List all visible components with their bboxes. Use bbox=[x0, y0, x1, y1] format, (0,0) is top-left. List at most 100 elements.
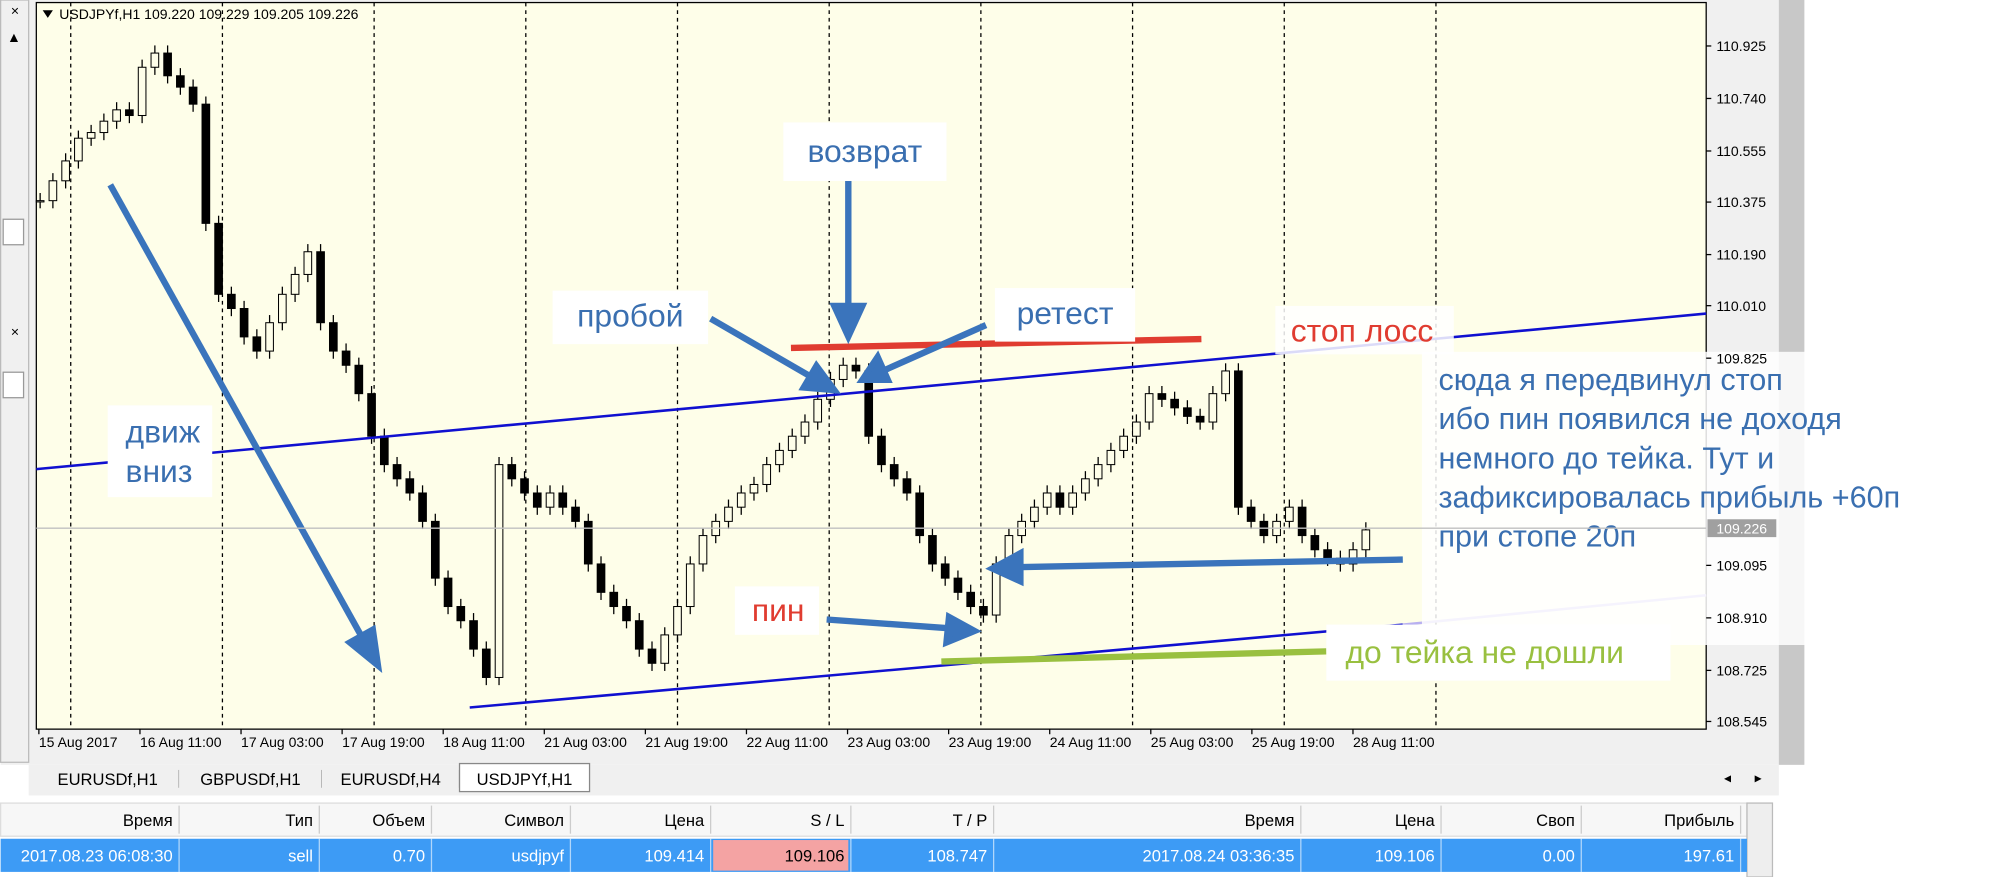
candle bbox=[915, 492, 925, 537]
price-label: 109.095 bbox=[1716, 557, 1767, 573]
candle bbox=[698, 535, 708, 565]
candle bbox=[800, 421, 810, 437]
candle bbox=[634, 620, 644, 650]
current-price-box bbox=[1707, 519, 1777, 538]
candle bbox=[507, 464, 517, 480]
cell: 0.00 bbox=[1543, 847, 1575, 866]
time-label: 25 Aug 19:00 bbox=[1252, 734, 1335, 750]
cell: 197.61 bbox=[1684, 847, 1735, 866]
candle bbox=[481, 648, 491, 678]
column-header[interactable]: Время bbox=[123, 811, 173, 830]
candle bbox=[558, 492, 568, 508]
take-line bbox=[941, 648, 1327, 665]
tab-label[interactable]: GBPUSDf,H1 bbox=[200, 770, 300, 789]
cell: 109.106 bbox=[1375, 847, 1435, 866]
candle bbox=[953, 577, 963, 593]
label-box bbox=[552, 290, 709, 345]
candle bbox=[609, 591, 619, 608]
note-line: ибо пин появился не доходя bbox=[1439, 402, 1842, 436]
column-header[interactable]: Цена bbox=[1395, 811, 1436, 830]
candle bbox=[1361, 529, 1371, 551]
candle bbox=[762, 464, 772, 485]
candle bbox=[775, 449, 784, 466]
candle bbox=[86, 132, 96, 139]
time-label: 23 Aug 19:00 bbox=[949, 734, 1032, 750]
cell: 109.106 bbox=[785, 847, 845, 866]
candle bbox=[647, 648, 657, 664]
column-header[interactable]: Тип bbox=[285, 811, 313, 830]
tab[interactable] bbox=[179, 766, 322, 795]
terminal-table: Время Тип Объем Символ Цена S / L T / P Время Це… bbox=[0, 802, 1774, 877]
candle bbox=[1246, 506, 1256, 522]
close-icon[interactable]: × bbox=[11, 2, 19, 18]
table-scrollbar[interactable] bbox=[1746, 802, 1774, 877]
column-header[interactable]: Время bbox=[1245, 811, 1295, 830]
scroll-thumb[interactable] bbox=[2, 218, 25, 246]
tab[interactable] bbox=[321, 766, 460, 795]
cell: 0.70 bbox=[393, 847, 425, 866]
note-line: немного до тейка. Тут и bbox=[1439, 441, 1775, 475]
close-icon[interactable]: × bbox=[11, 324, 19, 340]
candle bbox=[660, 634, 670, 664]
candle bbox=[902, 478, 912, 494]
time-label: 21 Aug 19:00 bbox=[645, 734, 728, 750]
candle bbox=[1030, 506, 1039, 522]
candle bbox=[520, 478, 529, 494]
cell: usdjpyf bbox=[512, 847, 565, 866]
candle bbox=[966, 591, 976, 608]
candle bbox=[1285, 506, 1294, 522]
time-label: 17 Aug 03:00 bbox=[241, 734, 324, 750]
annotation: ретест bbox=[1017, 295, 1114, 331]
candle bbox=[749, 483, 759, 494]
cell: 2017.08.24 03:36:35 bbox=[1142, 847, 1294, 866]
tab-label[interactable]: USDJPYf,H1 bbox=[477, 770, 573, 789]
candle bbox=[99, 120, 109, 134]
candle bbox=[1310, 535, 1320, 551]
column-header[interactable]: T / P bbox=[953, 811, 988, 830]
time-label: 24 Aug 11:00 bbox=[1050, 734, 1132, 750]
tab-label[interactable]: EURUSDf,H4 bbox=[341, 770, 441, 789]
tab-scroll-right[interactable]: ▸ bbox=[1755, 770, 1762, 786]
candle bbox=[405, 478, 415, 494]
time-label: 22 Aug 11:00 bbox=[746, 734, 828, 750]
price-label: 110.190 bbox=[1716, 247, 1766, 263]
candle bbox=[724, 506, 733, 522]
price-label: 110.375 bbox=[1716, 194, 1766, 210]
candle bbox=[328, 322, 338, 352]
candle bbox=[685, 563, 695, 608]
time-label: 17 Aug 19:00 bbox=[342, 734, 425, 750]
price-label: 109.825 bbox=[1716, 350, 1767, 366]
candle bbox=[1183, 407, 1192, 417]
column-header[interactable]: S / L bbox=[810, 811, 844, 830]
candle bbox=[443, 577, 453, 608]
scroll-up[interactable]: ▲ bbox=[7, 29, 21, 45]
candle bbox=[176, 75, 185, 88]
chart-header: USDJPYf,H1 109.220 109.229 109.205 109.2… bbox=[59, 6, 358, 22]
candle bbox=[341, 350, 351, 366]
scroll-thumb[interactable] bbox=[2, 371, 25, 399]
tab[interactable] bbox=[36, 766, 180, 795]
price-label: 110.010 bbox=[1716, 298, 1766, 314]
column-header[interactable]: Объем bbox=[372, 811, 425, 830]
tab[interactable] bbox=[458, 762, 591, 793]
candle bbox=[1221, 370, 1230, 395]
candle bbox=[1323, 549, 1332, 559]
candle bbox=[316, 251, 325, 324]
chart-menu-icon[interactable] bbox=[42, 10, 53, 18]
column-header[interactable]: Своп bbox=[1536, 811, 1575, 830]
table-row[interactable] bbox=[0, 838, 1747, 872]
label-box bbox=[734, 586, 819, 635]
label-box bbox=[1275, 305, 1454, 355]
tab-scroll-left[interactable]: ◂ bbox=[1724, 770, 1731, 786]
candle bbox=[1144, 393, 1154, 423]
column-header[interactable]: Цена bbox=[664, 811, 705, 830]
column-header[interactable]: Символ bbox=[504, 811, 564, 830]
tab-label[interactable]: EURUSDf,H1 bbox=[58, 770, 158, 789]
column-header[interactable]: Прибыль bbox=[1664, 811, 1734, 830]
candle bbox=[571, 506, 580, 522]
cell: sell bbox=[288, 847, 313, 866]
candle bbox=[1093, 464, 1103, 480]
candle bbox=[188, 86, 198, 105]
